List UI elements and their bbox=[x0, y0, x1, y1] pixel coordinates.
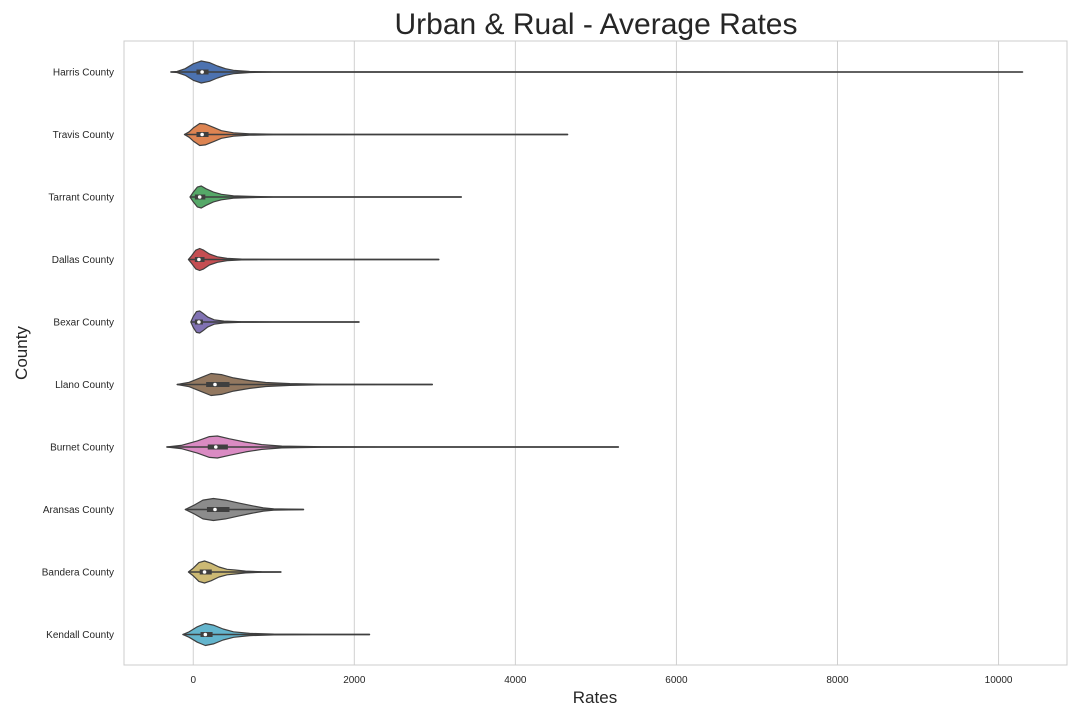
violin-median-dot bbox=[203, 632, 208, 637]
violin-iqr-box bbox=[206, 507, 230, 512]
plot-frame bbox=[123, 40, 1068, 666]
x-tick-label: 0 bbox=[190, 675, 196, 686]
violin-median-dot bbox=[202, 570, 207, 574]
violin-burnet-county bbox=[166, 435, 620, 459]
x-tick-label: 8000 bbox=[826, 675, 849, 686]
violin-llano-county bbox=[176, 372, 433, 397]
y-tick-labels: Harris County Travis County Tarrant County… bbox=[42, 68, 114, 642]
y-tick-label: Harris County bbox=[53, 68, 114, 79]
violin-tarrant-county bbox=[189, 185, 462, 209]
x-tick-label: 2000 bbox=[343, 675, 366, 686]
violin-median-dot bbox=[197, 195, 202, 199]
x-tick-labels: 0 2000 4000 6000 8000 10000 bbox=[190, 675, 1012, 686]
violin-harris-county bbox=[170, 60, 1024, 84]
violin-travis-county bbox=[183, 122, 569, 147]
violin-dallas-county bbox=[187, 247, 440, 272]
violin-median-dot bbox=[213, 507, 217, 512]
violin-aransas-county bbox=[184, 497, 305, 522]
violin-median-dot bbox=[200, 70, 204, 74]
violin-kendall-county bbox=[182, 622, 371, 647]
chart-title: Urban & Rual - Average Rates bbox=[395, 8, 798, 41]
y-axis-label: County bbox=[12, 326, 31, 380]
x-tick-label: 10000 bbox=[985, 675, 1013, 686]
x-tick-label: 6000 bbox=[665, 675, 688, 686]
violin-bandera-county bbox=[187, 560, 282, 584]
y-tick-label: Travis County bbox=[53, 130, 114, 141]
violin-median-dot bbox=[200, 132, 204, 137]
y-tick-label: Tarrant County bbox=[48, 193, 114, 204]
violin-median-dot bbox=[214, 445, 218, 449]
y-tick-label: Bexar County bbox=[53, 318, 114, 329]
y-tick-label: Bandera County bbox=[42, 568, 114, 579]
violin-iqr-box bbox=[206, 382, 230, 387]
x-axis-label: Rates bbox=[573, 688, 617, 707]
violins bbox=[166, 60, 1024, 647]
y-tick-label: Aransas County bbox=[43, 505, 114, 516]
violin-median-dot bbox=[197, 320, 201, 324]
violin-median-dot bbox=[197, 257, 201, 262]
y-tick-label: Burnet County bbox=[50, 443, 114, 454]
violin-iqr-box bbox=[207, 444, 228, 450]
violin-bexar-county bbox=[190, 310, 360, 334]
y-tick-label: Kendall County bbox=[46, 630, 114, 641]
violin-median-dot bbox=[213, 382, 217, 387]
y-tick-label: Dallas County bbox=[52, 255, 114, 266]
x-gridlines bbox=[192, 41, 1000, 665]
x-tick-label: 4000 bbox=[504, 675, 527, 686]
y-tick-label: Llano County bbox=[55, 380, 114, 391]
